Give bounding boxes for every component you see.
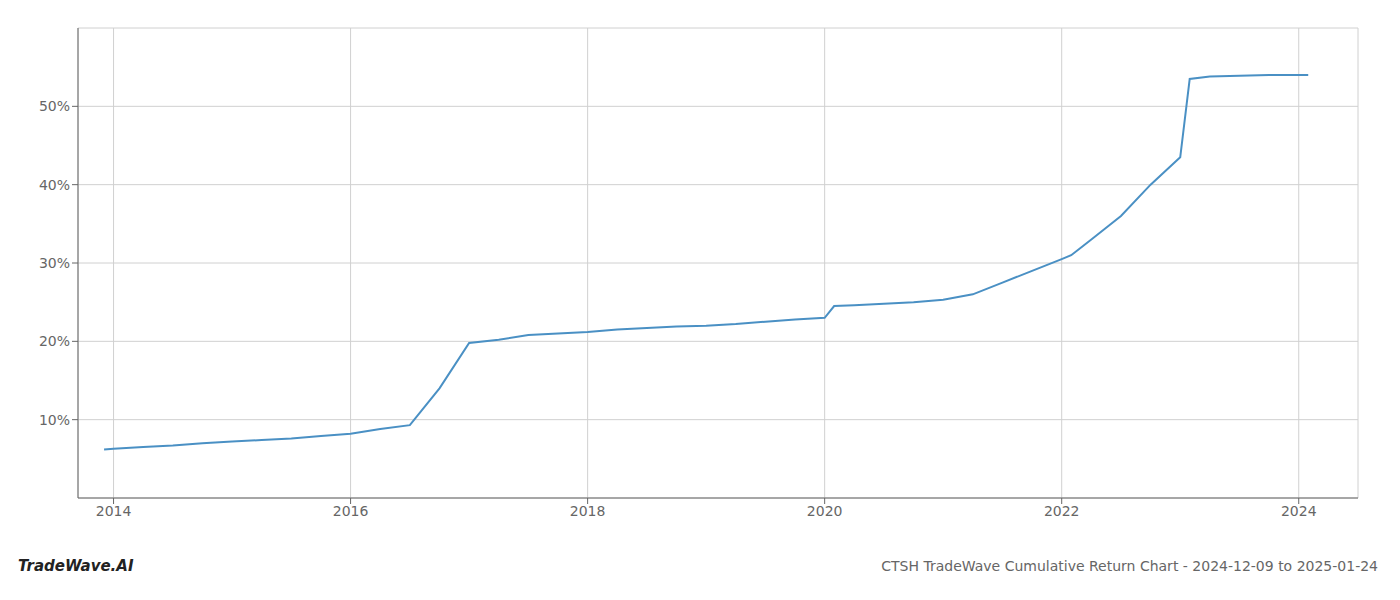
svg-text:50%: 50%	[39, 98, 70, 114]
html-text:CTSH TradeWave Cumulative Retu: CTSH TradeWave Cumulative Return Chart -…	[881, 558, 1378, 574]
svg-text:40%: 40%	[39, 177, 70, 193]
svg-text:2014: 2014	[96, 503, 132, 519]
svg-text:10%: 10%	[39, 412, 70, 428]
svg-text:20%: 20%	[39, 333, 70, 349]
svg-text:2018: 2018	[570, 503, 606, 519]
svg-text:2020: 2020	[807, 503, 843, 519]
html-text:TradeWave.AI: TradeWave.AI	[18, 557, 134, 575]
svg-text:2024: 2024	[1281, 503, 1317, 519]
svg-text:2022: 2022	[1044, 503, 1080, 519]
svg-text:2016: 2016	[333, 503, 369, 519]
svg-text:30%: 30%	[39, 255, 70, 271]
